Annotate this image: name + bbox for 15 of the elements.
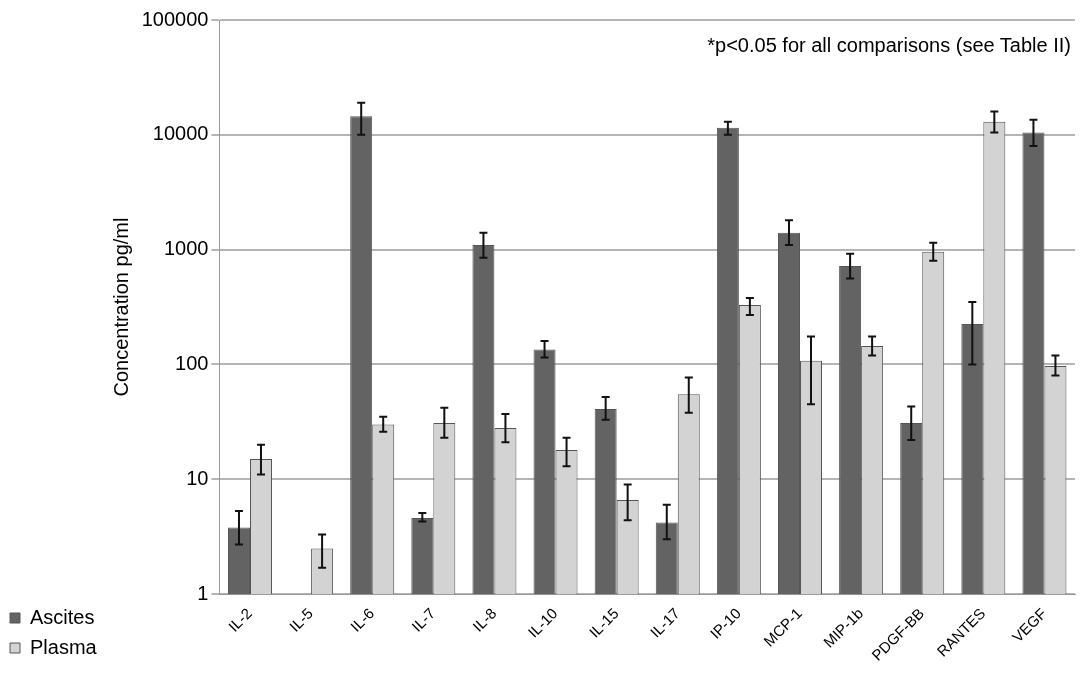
y-axis-title: Concentration pg/ml (110, 217, 133, 397)
y-tick-label: 1 (197, 581, 209, 604)
x-tick-label: IL-5 (285, 604, 317, 635)
x-tick-label: IL-2 (224, 604, 256, 635)
annotation: *p<0.05 for all comparisons (see Table II) (707, 33, 1071, 56)
y-tick-label: 10000 (152, 122, 209, 145)
legend-label: Plasma (30, 635, 98, 658)
y-tick-label: 100000 (141, 7, 209, 30)
x-tick-label: IL-6 (346, 604, 378, 635)
y-tick-label: 1000 (163, 237, 209, 260)
y-tick-label: 100 (175, 351, 209, 374)
x-tick-label: IL-7 (408, 604, 439, 635)
legend-label: Ascites (30, 605, 95, 628)
y-tick-label: 10 (186, 466, 209, 489)
x-tick-label: IL-8 (469, 604, 500, 635)
